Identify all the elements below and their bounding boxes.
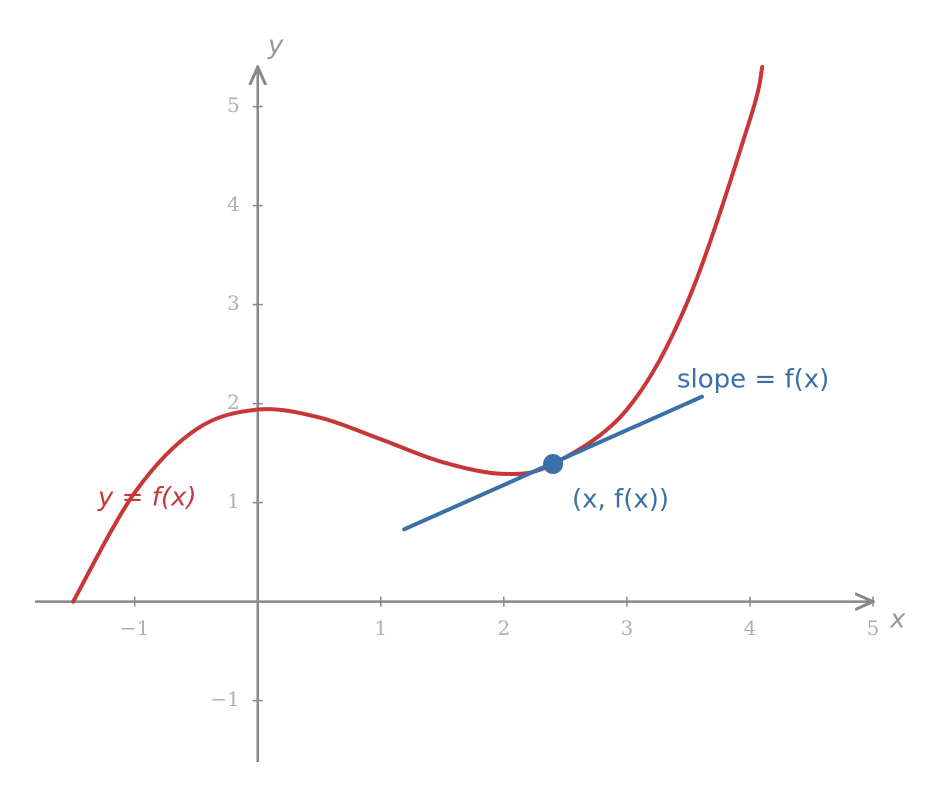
curve-label: y = f(x) [97,483,197,513]
axes [35,67,873,762]
y-tick-label: 5 [227,93,240,117]
x-tick-label: −1 [120,616,149,640]
curve [71,65,765,604]
x-tick-label: 1 [374,616,387,640]
y-tick-label: 1 [227,489,240,513]
tangent-label: slope = f(x) [677,365,829,395]
tangent-point [543,454,564,475]
x-tick-label: 3 [621,616,634,640]
x-tick-label: 2 [497,616,510,640]
y-tick-label: 2 [227,390,240,414]
x-tick-label: 4 [744,616,757,640]
y-tick-label: −1 [210,687,239,711]
y-tick-label: 4 [227,192,240,216]
point-label: (x, f(x)) [572,485,669,515]
y-axis-label: y [267,31,284,61]
y-tick-label: 3 [227,291,240,315]
x-tick-label: 5 [867,616,880,640]
x-axis-label: x [889,605,906,635]
